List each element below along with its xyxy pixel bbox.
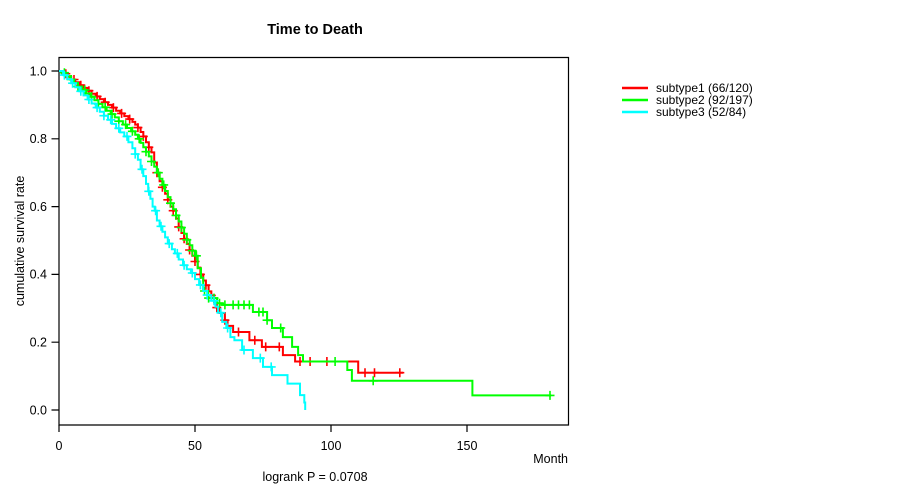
y-axis-title: cumulative survival rate <box>13 176 27 307</box>
logrank-annotation: logrank P = 0.0708 <box>262 470 367 484</box>
y-tick-label-0.6: 0.6 <box>30 200 47 214</box>
x-tick-label-100: 100 <box>321 439 342 453</box>
y-tick-label-1.0: 1.0 <box>30 64 47 78</box>
y-tick-label-0.2: 0.2 <box>30 336 47 350</box>
y-tick-label-0.4: 0.4 <box>30 268 47 282</box>
x-tick-label-0: 0 <box>56 439 63 453</box>
legend: subtype1 (66/120) subtype2 (92/197) subt… <box>622 81 753 119</box>
censor-marks-subtype2 <box>59 68 555 400</box>
survival-curves-group <box>59 68 555 410</box>
legend-label-subtype2: subtype2 (92/197) <box>656 93 753 107</box>
legend-label-subtype3: subtype3 (52/84) <box>656 105 746 119</box>
x-axis-ticks <box>58 425 468 432</box>
km-curve-subtype3 <box>59 70 307 410</box>
x-axis-title: Month <box>533 452 568 466</box>
y-tick-label-0.8: 0.8 <box>30 132 47 146</box>
y-axis-ticks <box>51 70 59 411</box>
plot-box <box>58 56 570 426</box>
chart-title: Time to Death <box>267 22 363 38</box>
x-tick-label-50: 50 <box>188 439 202 453</box>
legend-label-subtype1: subtype1 (66/120) <box>656 81 753 95</box>
y-tick-label-0.0: 0.0 <box>30 403 47 417</box>
censor-marks-subtype3 <box>59 70 276 372</box>
x-tick-label-150: 150 <box>457 439 478 453</box>
